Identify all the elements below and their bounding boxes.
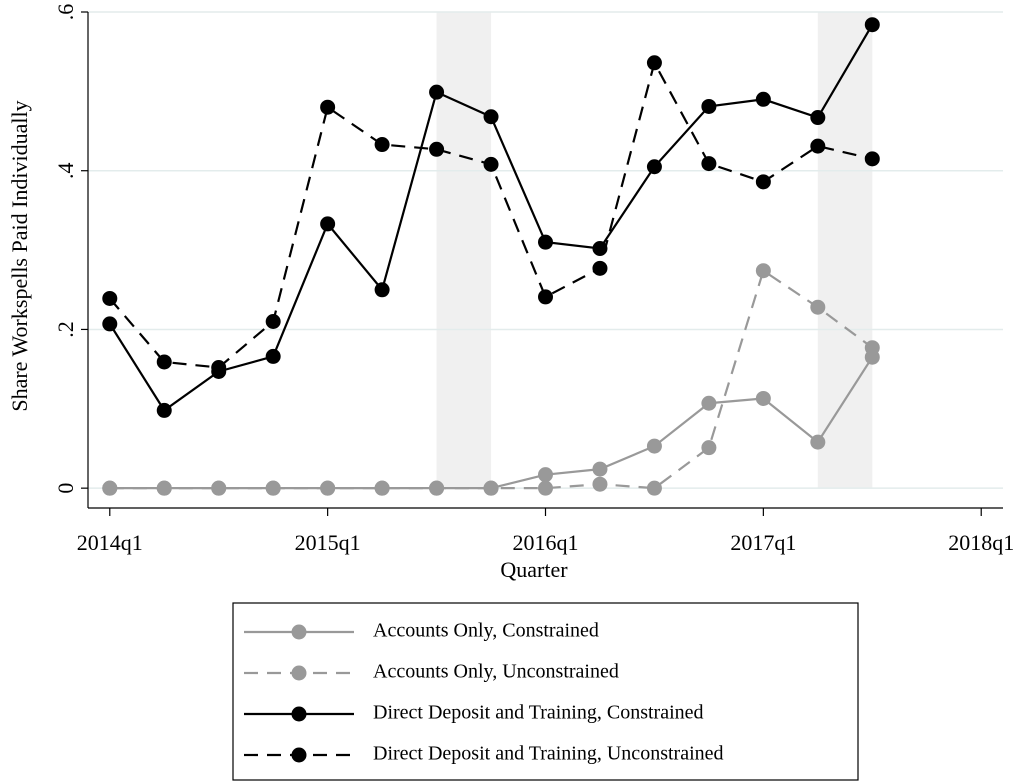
- y-tick-label: .6: [53, 4, 78, 21]
- data-point: [701, 156, 717, 172]
- data-point: [429, 84, 445, 100]
- data-point: [755, 174, 771, 190]
- shaded-period: [436, 12, 492, 489]
- data-point: [646, 159, 662, 175]
- data-point: [592, 476, 608, 492]
- legend-entry: Accounts Only, Unconstrained: [244, 661, 619, 683]
- data-point: [320, 216, 336, 232]
- data-point: [864, 340, 880, 356]
- y-axis-label: Share Workspells Paid Individually: [7, 100, 32, 411]
- legend-marker: [291, 706, 307, 722]
- data-point: [701, 98, 717, 114]
- data-point: [810, 138, 826, 154]
- legend-label: Direct Deposit and Training, Unconstrain…: [373, 743, 724, 765]
- legend-entry: Direct Deposit and Training, Constrained: [244, 702, 704, 724]
- data-point: [102, 290, 118, 306]
- y-tick-label: .4: [53, 162, 78, 179]
- data-point: [483, 480, 499, 496]
- x-tick-label: 2014q1: [77, 530, 143, 555]
- legend-entry: Accounts Only, Constrained: [244, 620, 599, 642]
- data-point: [156, 402, 172, 418]
- data-point: [374, 137, 390, 153]
- data-point: [755, 91, 771, 107]
- legend-label: Accounts Only, Constrained: [373, 620, 599, 642]
- data-point: [265, 348, 281, 364]
- legend-entry: Direct Deposit and Training, Unconstrain…: [244, 743, 724, 765]
- x-tick-label: 2015q1: [295, 530, 361, 555]
- data-point: [102, 316, 118, 332]
- data-point: [538, 467, 553, 483]
- data-point: [211, 480, 227, 496]
- data-point: [429, 480, 445, 496]
- data-point: [156, 354, 172, 370]
- data-point: [755, 263, 771, 279]
- data-point: [810, 434, 826, 450]
- data-point: [810, 110, 826, 126]
- data-point: [538, 234, 553, 250]
- data-point: [374, 282, 390, 298]
- data-point: [265, 480, 281, 496]
- y-tick-label: .2: [53, 321, 78, 338]
- data-point: [374, 480, 390, 496]
- x-tick-label: 2016q1: [513, 530, 579, 555]
- x-tick-label: 2018q1: [948, 530, 1014, 555]
- data-point: [429, 141, 445, 157]
- data-point: [483, 156, 499, 172]
- x-tick-label: 2017q1: [730, 530, 796, 555]
- data-point: [156, 480, 172, 496]
- data-point: [810, 299, 826, 315]
- legend-marker: [291, 665, 307, 681]
- x-axis-label: Quarter: [500, 557, 568, 582]
- data-point: [538, 480, 553, 496]
- data-point: [265, 314, 281, 330]
- legend-marker: [291, 747, 307, 763]
- data-point: [102, 480, 118, 496]
- data-point: [864, 151, 880, 167]
- data-point: [646, 438, 662, 454]
- legend-marker: [291, 624, 307, 640]
- data-point: [701, 440, 717, 456]
- data-point: [646, 55, 662, 71]
- data-point: [646, 480, 662, 496]
- legend-label: Accounts Only, Unconstrained: [373, 661, 619, 683]
- data-point: [592, 260, 608, 276]
- data-point: [592, 461, 608, 477]
- data-point: [320, 480, 336, 496]
- data-point: [211, 360, 227, 376]
- shaded-period: [817, 12, 873, 489]
- data-point: [320, 99, 336, 115]
- data-point: [701, 395, 717, 411]
- data-point: [755, 390, 771, 406]
- data-point: [538, 289, 553, 305]
- legend-label: Direct Deposit and Training, Constrained: [373, 702, 704, 724]
- y-tick-label: 0: [53, 483, 78, 494]
- data-point: [864, 17, 880, 33]
- data-point: [483, 109, 499, 125]
